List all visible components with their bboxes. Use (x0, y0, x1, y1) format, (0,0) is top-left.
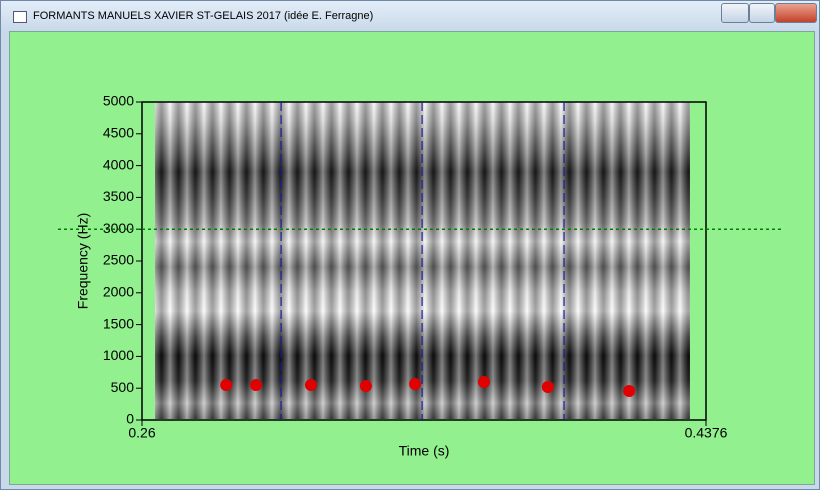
title-bar: FORMANTS MANUELS XAVIER ST-GELAIS 2017 (… (1, 1, 819, 31)
y-tick-label: 2000 (103, 284, 134, 300)
y-tick-label: 1500 (103, 315, 134, 331)
minimize-button[interactable] (721, 3, 749, 23)
x-axis-label: Time (s) (399, 443, 450, 459)
formant-point (220, 379, 233, 392)
y-tick-label: 4500 (103, 125, 134, 141)
formant-point (541, 380, 554, 393)
window-title: FORMANTS MANUELS XAVIER ST-GELAIS 2017 (… (33, 10, 374, 22)
y-tick-label: 1000 (103, 347, 134, 363)
formant-point (478, 376, 491, 389)
formant-point (359, 379, 372, 392)
y-tick-label: 0 (126, 411, 134, 427)
formant-point (304, 379, 317, 392)
y-tick-label: 500 (111, 379, 135, 395)
y-tick-label: 3000 (103, 220, 134, 236)
window-icon (13, 11, 27, 23)
y-tick-label: 5000 (103, 93, 134, 109)
x-tick-label: 0.4376 (685, 425, 728, 441)
y-tick-label: 4000 (103, 156, 134, 172)
y-axis-label: Frequency (Hz) (75, 213, 91, 309)
formant-point (409, 378, 422, 391)
close-button[interactable] (775, 3, 817, 23)
maximize-button[interactable] (749, 3, 775, 23)
x-tick-label: 0.26 (128, 425, 155, 441)
formant-point (250, 379, 263, 392)
y-tick-label: 3500 (103, 188, 134, 204)
formant-point (623, 384, 636, 397)
y-tick-label: 2500 (103, 252, 134, 268)
